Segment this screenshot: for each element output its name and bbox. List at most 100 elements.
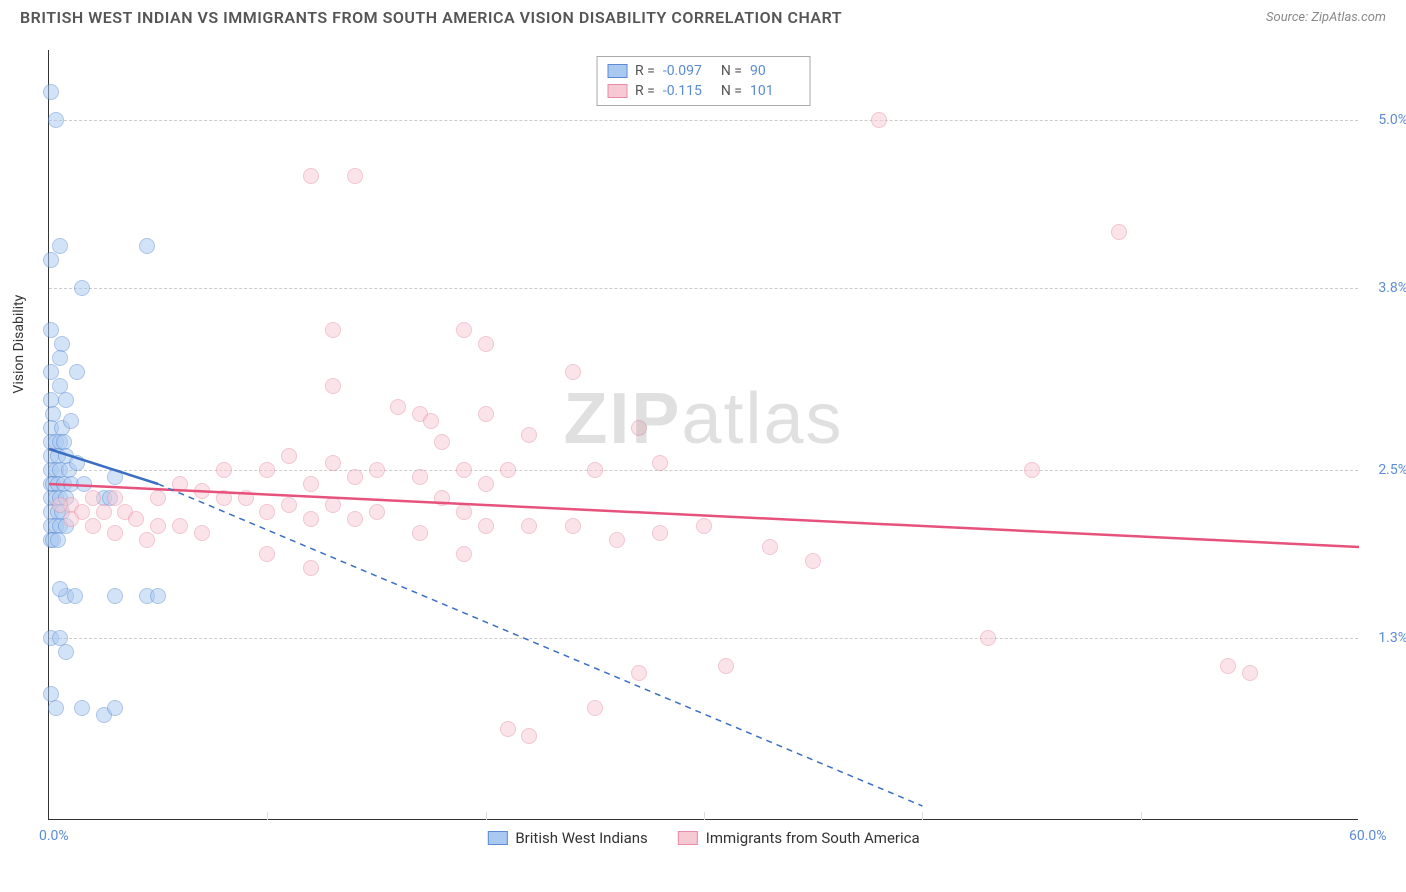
data-point <box>980 630 996 646</box>
tick-v <box>922 812 923 820</box>
data-point <box>194 525 210 541</box>
data-point <box>762 539 778 555</box>
data-point <box>150 588 166 604</box>
data-point <box>69 364 85 380</box>
data-point <box>52 238 68 254</box>
gridline-h <box>49 638 1358 639</box>
xtick-label: 0.0% <box>39 828 69 844</box>
data-point <box>52 630 68 646</box>
data-point <box>107 525 123 541</box>
data-point <box>303 511 319 527</box>
data-point <box>69 455 85 471</box>
data-point <box>652 455 668 471</box>
data-point <box>609 532 625 548</box>
data-point <box>587 462 603 478</box>
data-point <box>67 588 83 604</box>
data-point <box>259 504 275 520</box>
data-point <box>259 462 275 478</box>
data-point <box>107 490 123 506</box>
data-point <box>369 462 385 478</box>
data-point <box>390 399 406 415</box>
data-point <box>652 525 668 541</box>
data-point <box>500 721 516 737</box>
swatch-icon <box>678 831 698 845</box>
data-point <box>434 434 450 450</box>
trend-line-a-dashed <box>158 484 922 806</box>
data-point <box>412 469 428 485</box>
data-point <box>216 490 232 506</box>
data-point <box>281 497 297 513</box>
watermark: ZIPatlas <box>563 378 843 460</box>
data-point <box>521 728 537 744</box>
gridline-h <box>49 288 1358 289</box>
data-point <box>1024 462 1040 478</box>
legend-item-b: Immigrants from South America <box>678 829 920 847</box>
data-point <box>150 490 166 506</box>
data-point <box>347 168 363 184</box>
data-point <box>48 700 64 716</box>
data-point <box>238 490 254 506</box>
data-point <box>325 455 341 471</box>
legend-row-a: R = -0.097 N = 90 <box>607 61 800 81</box>
data-point <box>631 665 647 681</box>
data-point <box>347 469 363 485</box>
data-point <box>52 581 68 597</box>
legend-row-b: R = -0.115 N = 101 <box>607 81 800 101</box>
data-point <box>1242 665 1258 681</box>
data-point <box>85 490 101 506</box>
data-point <box>423 413 439 429</box>
legend-series: British West Indians Immigrants from Sou… <box>487 829 919 847</box>
data-point <box>500 462 516 478</box>
data-point <box>631 420 647 436</box>
data-point <box>150 518 166 534</box>
data-point <box>521 518 537 534</box>
data-point <box>52 350 68 366</box>
data-point <box>325 497 341 513</box>
data-point <box>718 658 734 674</box>
data-point <box>128 511 144 527</box>
plot-area: Vision Disability ZIPatlas R = -0.097 N … <box>48 50 1358 820</box>
data-point <box>478 336 494 352</box>
data-point <box>412 525 428 541</box>
swatch-icon <box>607 84 627 98</box>
data-point <box>369 504 385 520</box>
data-point <box>63 413 79 429</box>
data-point <box>434 490 450 506</box>
data-point <box>216 462 232 478</box>
data-point <box>325 378 341 394</box>
data-point <box>107 588 123 604</box>
swatch-icon <box>607 64 627 78</box>
data-point <box>325 322 341 338</box>
legend-correlation: R = -0.097 N = 90 R = -0.115 N = 101 <box>596 56 811 106</box>
data-point <box>63 511 79 527</box>
data-point <box>347 511 363 527</box>
data-point <box>478 518 494 534</box>
data-point <box>107 469 123 485</box>
data-point <box>478 406 494 422</box>
ytick-label: 1.3% <box>1378 630 1406 646</box>
data-point <box>43 84 59 100</box>
data-point <box>1111 224 1127 240</box>
xtick-label: 60.0% <box>1349 828 1387 844</box>
data-point <box>58 392 74 408</box>
y-axis-label: Vision Disability <box>11 294 27 393</box>
data-point <box>194 483 210 499</box>
swatch-icon <box>487 831 507 845</box>
data-point <box>303 476 319 492</box>
ytick-label: 2.5% <box>1378 462 1406 478</box>
tick-v <box>1141 812 1142 820</box>
ytick-label: 3.8% <box>1378 280 1406 296</box>
legend-item-a: British West Indians <box>487 829 647 847</box>
data-point <box>48 112 64 128</box>
data-point <box>303 168 319 184</box>
chart-title: BRITISH WEST INDIAN VS IMMIGRANTS FROM S… <box>20 8 842 27</box>
ytick-label: 5.0% <box>1378 112 1406 128</box>
data-point <box>96 504 112 520</box>
trend-lines <box>49 50 1358 819</box>
gridline-h <box>49 470 1358 471</box>
tick-v <box>486 812 487 820</box>
source-attribution: Source: ZipAtlas.com <box>1266 10 1386 25</box>
data-point <box>43 252 59 268</box>
data-point <box>456 322 472 338</box>
data-point <box>456 504 472 520</box>
